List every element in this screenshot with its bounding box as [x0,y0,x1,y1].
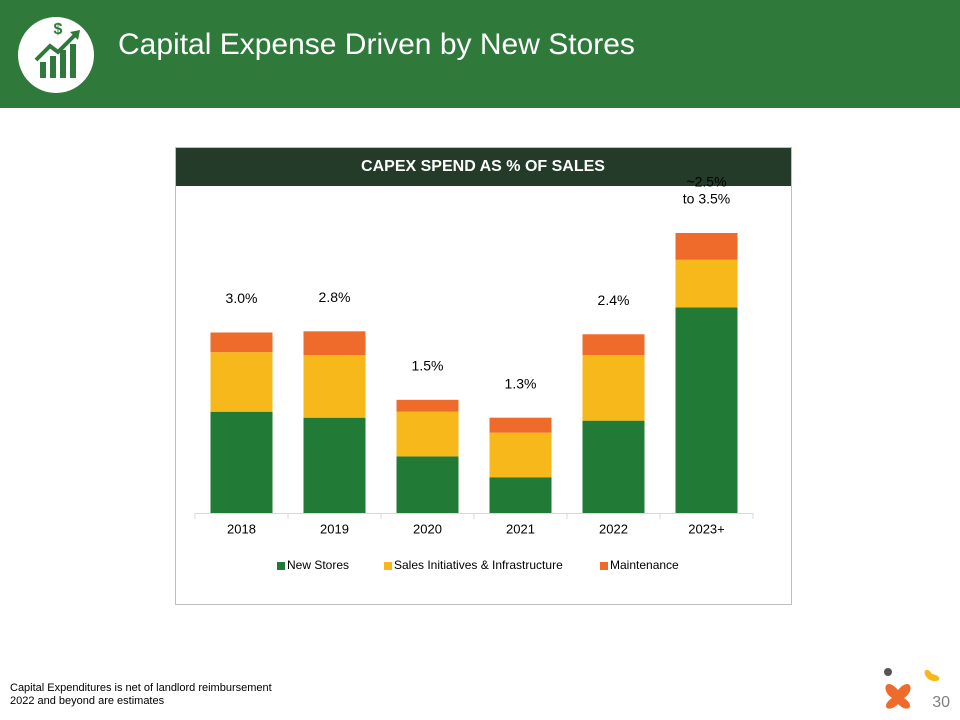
logo [884,668,940,709]
x-tick-label: 2023+ [688,521,725,536]
legend-label: Maintenance [610,558,679,572]
x-tick-label: 2020 [413,521,442,536]
legend-label: Sales Initiatives & Infrastructure [394,558,563,572]
bar-segment [582,355,645,421]
legend-swatch [600,562,608,570]
page-number: 30 [932,694,950,711]
slide-title: Capital Expense Driven by New Stores [118,28,635,61]
bar-segment [210,352,273,412]
svg-text:$: $ [54,21,63,38]
total-label: 2.4% [598,292,630,308]
chart-header [176,148,791,186]
bar-segment [396,399,459,412]
bar-segment [396,411,459,457]
total-label: 1.3% [505,375,537,391]
total-label: 1.5% [412,358,444,374]
footnotes: Capital Expenditures is net of landlord … [10,682,272,707]
total-label: 3.0% [226,290,258,306]
bar-segment [396,456,459,513]
x-tick-label: 2018 [227,521,256,536]
legend-label: New Stores [287,558,349,572]
bar-segment [303,417,366,513]
footnote: Capital Expenditures is net of landlord … [10,682,272,694]
bar-segment [675,259,738,308]
footnote: 2022 and beyond are estimates [10,695,165,707]
chart-title: CAPEX SPEND AS % OF SALES [361,158,605,175]
bar-segment [582,420,645,513]
total-label: 2.8% [319,289,351,305]
bar-segment [489,477,552,513]
plot: 3.0% 2018 2.8% 2019 1.5% 2020 1.3% 2021 2.4% 2022… [194,174,754,572]
x-tick-label: 2021 [506,521,535,536]
legend-swatch [384,562,392,570]
bar-segment [303,331,366,356]
bar-segment [675,233,738,260]
total-label: ~2.5% [686,174,726,190]
total-label: to 3.5% [683,191,730,207]
bar-segment [489,432,552,478]
x-tick-label: 2019 [320,521,349,536]
header-icon: $ [18,17,94,93]
bar-segment [210,332,273,353]
legend-swatch [277,562,285,570]
bar-segment [210,411,273,513]
bar-segment [582,334,645,356]
bar-segment [675,307,738,513]
bar-segment [489,417,552,433]
x-tick-label: 2022 [599,521,628,536]
header-band [0,0,960,108]
bar-segment [303,355,366,418]
